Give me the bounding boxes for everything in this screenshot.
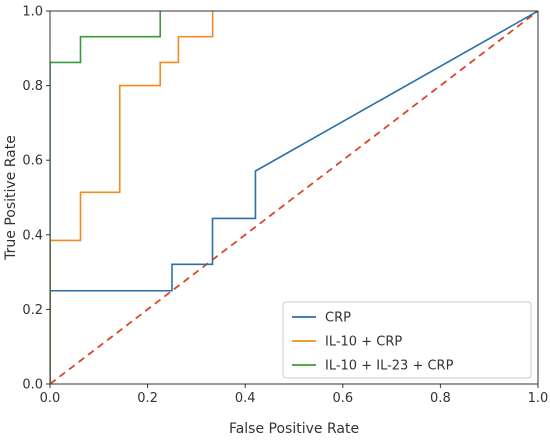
x-tick-label: 0.0 <box>40 391 61 406</box>
x-tick-label: 1.0 <box>528 391 549 406</box>
y-axis-label: True Positive Rate <box>3 135 19 261</box>
legend-label-3: IL-10 + IL-23 + CRP <box>325 359 454 374</box>
x-axis-label: False Positive Rate <box>229 421 359 437</box>
x-tick-label: 0.4 <box>235 391 256 406</box>
series-layer <box>50 11 538 384</box>
y-tick-label: 0.0 <box>22 378 43 393</box>
legend-box <box>282 301 532 379</box>
y-tick-label: 0.2 <box>22 303 43 318</box>
x-tick-label: 0.2 <box>137 391 158 406</box>
series-line-3 <box>50 11 161 384</box>
y-tick-label: 1.0 <box>22 5 43 20</box>
x-tick-label: 0.6 <box>332 391 353 406</box>
series-line-1 <box>50 11 538 384</box>
y-tick-label: 0.4 <box>22 228 43 243</box>
legend-label-2: IL-10 + CRP <box>325 335 402 350</box>
y-tick-label: 0.8 <box>22 79 43 94</box>
x-axis-ticks: 0.0 0.2 0.4 0.6 0.8 1.0 <box>40 384 549 406</box>
x-tick-label: 0.8 <box>430 391 451 406</box>
series-line-2 <box>50 11 214 384</box>
reference-diagonal-line <box>50 11 538 384</box>
y-tick-label: 0.6 <box>22 154 43 169</box>
plot-frame <box>49 10 539 385</box>
reference-layer <box>50 11 538 384</box>
legend-label-1: CRP <box>325 311 351 326</box>
legend: CRP IL-10 + CRP IL-10 + IL-23 + CRP <box>282 301 532 379</box>
y-axis-ticks: 0.0 0.2 0.4 0.6 0.8 1.0 <box>22 5 50 393</box>
